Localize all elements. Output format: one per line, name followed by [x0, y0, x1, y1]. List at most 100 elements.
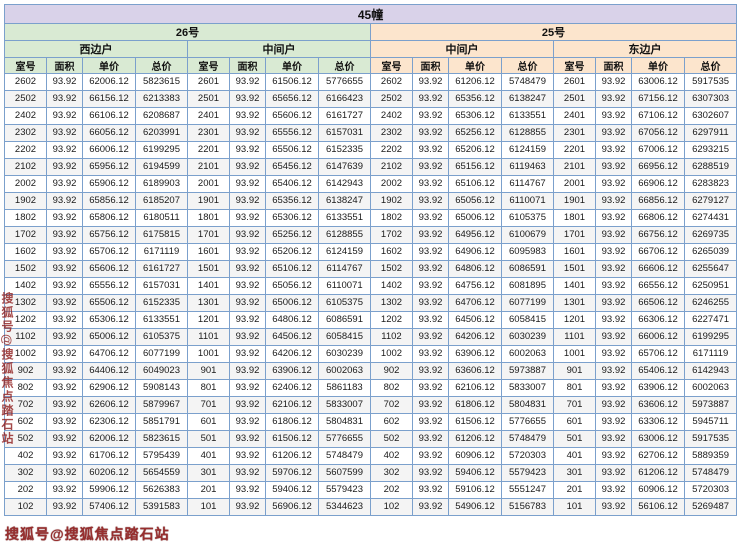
- cell: 93.92: [46, 311, 83, 329]
- cell: 93.92: [595, 277, 632, 295]
- cell: 93.92: [229, 498, 266, 516]
- cell: 93.92: [595, 430, 632, 448]
- cell: 902: [370, 362, 413, 380]
- cell: 2002: [370, 175, 413, 193]
- cell: 5776655: [318, 73, 371, 91]
- cell: 64956.12: [448, 226, 502, 244]
- cell: 66806.12: [631, 209, 685, 227]
- cell: 93.92: [46, 413, 83, 431]
- table-row: 1502 93.92 65606.12 6161727 1501 93.92 65106.1…: [4, 260, 738, 278]
- cell: 6152335: [135, 294, 188, 312]
- cell: 59406.12: [265, 481, 319, 499]
- cell: 61706.12: [82, 447, 136, 465]
- cell: 102: [370, 498, 413, 516]
- cell: 6157031: [318, 124, 371, 142]
- cell: 65956.12: [82, 158, 136, 176]
- cell: 65006.12: [82, 328, 136, 346]
- cell: 6250951: [683, 277, 738, 295]
- cell: 5776655: [501, 413, 554, 431]
- cell: 93.92: [46, 73, 83, 91]
- cell: 65856.12: [82, 192, 136, 210]
- cell: 302: [4, 464, 47, 482]
- cell: 6246255: [683, 294, 738, 312]
- cell: 63006.12: [631, 73, 685, 91]
- cell: 93.92: [229, 158, 266, 176]
- cell: 1402: [4, 277, 47, 295]
- cell: 5626383: [135, 481, 188, 499]
- cell: 1002: [4, 345, 47, 363]
- cell: 65306.12: [448, 107, 502, 125]
- cell: 93.92: [229, 277, 266, 295]
- cell: 93.92: [412, 277, 449, 295]
- cell: 93.92: [229, 226, 266, 244]
- cell: 65056.12: [448, 192, 502, 210]
- cell: 67156.12: [631, 90, 685, 108]
- cell: 2601: [553, 73, 596, 91]
- table-row: 2202 93.92 66006.12 6199295 2201 93.92 65506.1…: [4, 141, 738, 159]
- cell: 5917535: [683, 430, 738, 448]
- cell: 65106.12: [265, 260, 319, 278]
- cell: 5748479: [683, 464, 738, 482]
- table-row: 802 93.92 62906.12 5908143 801 93.92 62406.12 5…: [4, 379, 738, 397]
- cell: 901: [187, 362, 230, 380]
- cell: 1501: [187, 260, 230, 278]
- cell: 6133551: [318, 209, 371, 227]
- cell: 93.92: [595, 362, 632, 380]
- cell: 93.92: [229, 73, 266, 91]
- cell: 93.92: [229, 311, 266, 329]
- cell: 61206.12: [631, 464, 685, 482]
- column-header: 总价: [501, 57, 554, 74]
- cell: 1601: [187, 243, 230, 261]
- cell: 66606.12: [631, 260, 685, 278]
- cell: 61206.12: [448, 430, 502, 448]
- cell: 6086591: [501, 260, 554, 278]
- cell: 5748479: [501, 73, 554, 91]
- cell: 1601: [553, 243, 596, 261]
- table-row: 602 93.92 62306.12 5851791 601 93.92 61806.12 5…: [4, 413, 738, 431]
- cell: 6049023: [135, 362, 188, 380]
- cell: 2202: [4, 141, 47, 159]
- cell: 5269487: [683, 498, 738, 516]
- cell: 5720303: [683, 481, 738, 499]
- cell: 63906.12: [448, 345, 502, 363]
- table-row: 1302 93.92 65506.12 6152335 1301 93.92 65006.1…: [4, 294, 738, 312]
- cell: 5823615: [135, 73, 188, 91]
- cell: 93.92: [46, 175, 83, 193]
- cell: 5344623: [318, 498, 371, 516]
- cell: 64806.12: [448, 260, 502, 278]
- cell: 93.92: [229, 362, 266, 380]
- cell: 61506.12: [448, 413, 502, 431]
- cell: 1101: [553, 328, 596, 346]
- column-header: 单价: [448, 57, 502, 74]
- cell: 401: [187, 447, 230, 465]
- cell: 60906.12: [631, 481, 685, 499]
- cell: 65206.12: [265, 243, 319, 261]
- table-row: 502 93.92 62006.12 5823615 501 93.92 61506.12 5…: [4, 430, 738, 448]
- cell: 5654559: [135, 464, 188, 482]
- cell: 6175815: [135, 226, 188, 244]
- cell: 6171119: [135, 243, 188, 261]
- cell: 93.92: [229, 175, 266, 193]
- cell: 2201: [553, 141, 596, 159]
- cell: 5720303: [501, 447, 554, 465]
- cell: 93.92: [46, 345, 83, 363]
- cell: 65056.12: [265, 277, 319, 295]
- cell: 6133551: [501, 107, 554, 125]
- cell: 1201: [553, 311, 596, 329]
- cell: 93.92: [595, 311, 632, 329]
- cell: 6152335: [318, 141, 371, 159]
- cell: 93.92: [412, 379, 449, 397]
- cell: 6058415: [501, 311, 554, 329]
- cell: 1101: [187, 328, 230, 346]
- cell: 6255647: [683, 260, 738, 278]
- cell: 65106.12: [448, 175, 502, 193]
- cell: 93.92: [595, 260, 632, 278]
- cell: 93.92: [229, 141, 266, 159]
- table-row: 2102 93.92 65956.12 6194599 2101 93.92 65456.1…: [4, 158, 738, 176]
- cell: 6030239: [318, 345, 371, 363]
- cell: 401: [553, 447, 596, 465]
- cell: 93.92: [46, 226, 83, 244]
- cell: 93.92: [229, 464, 266, 482]
- cell: 63606.12: [448, 362, 502, 380]
